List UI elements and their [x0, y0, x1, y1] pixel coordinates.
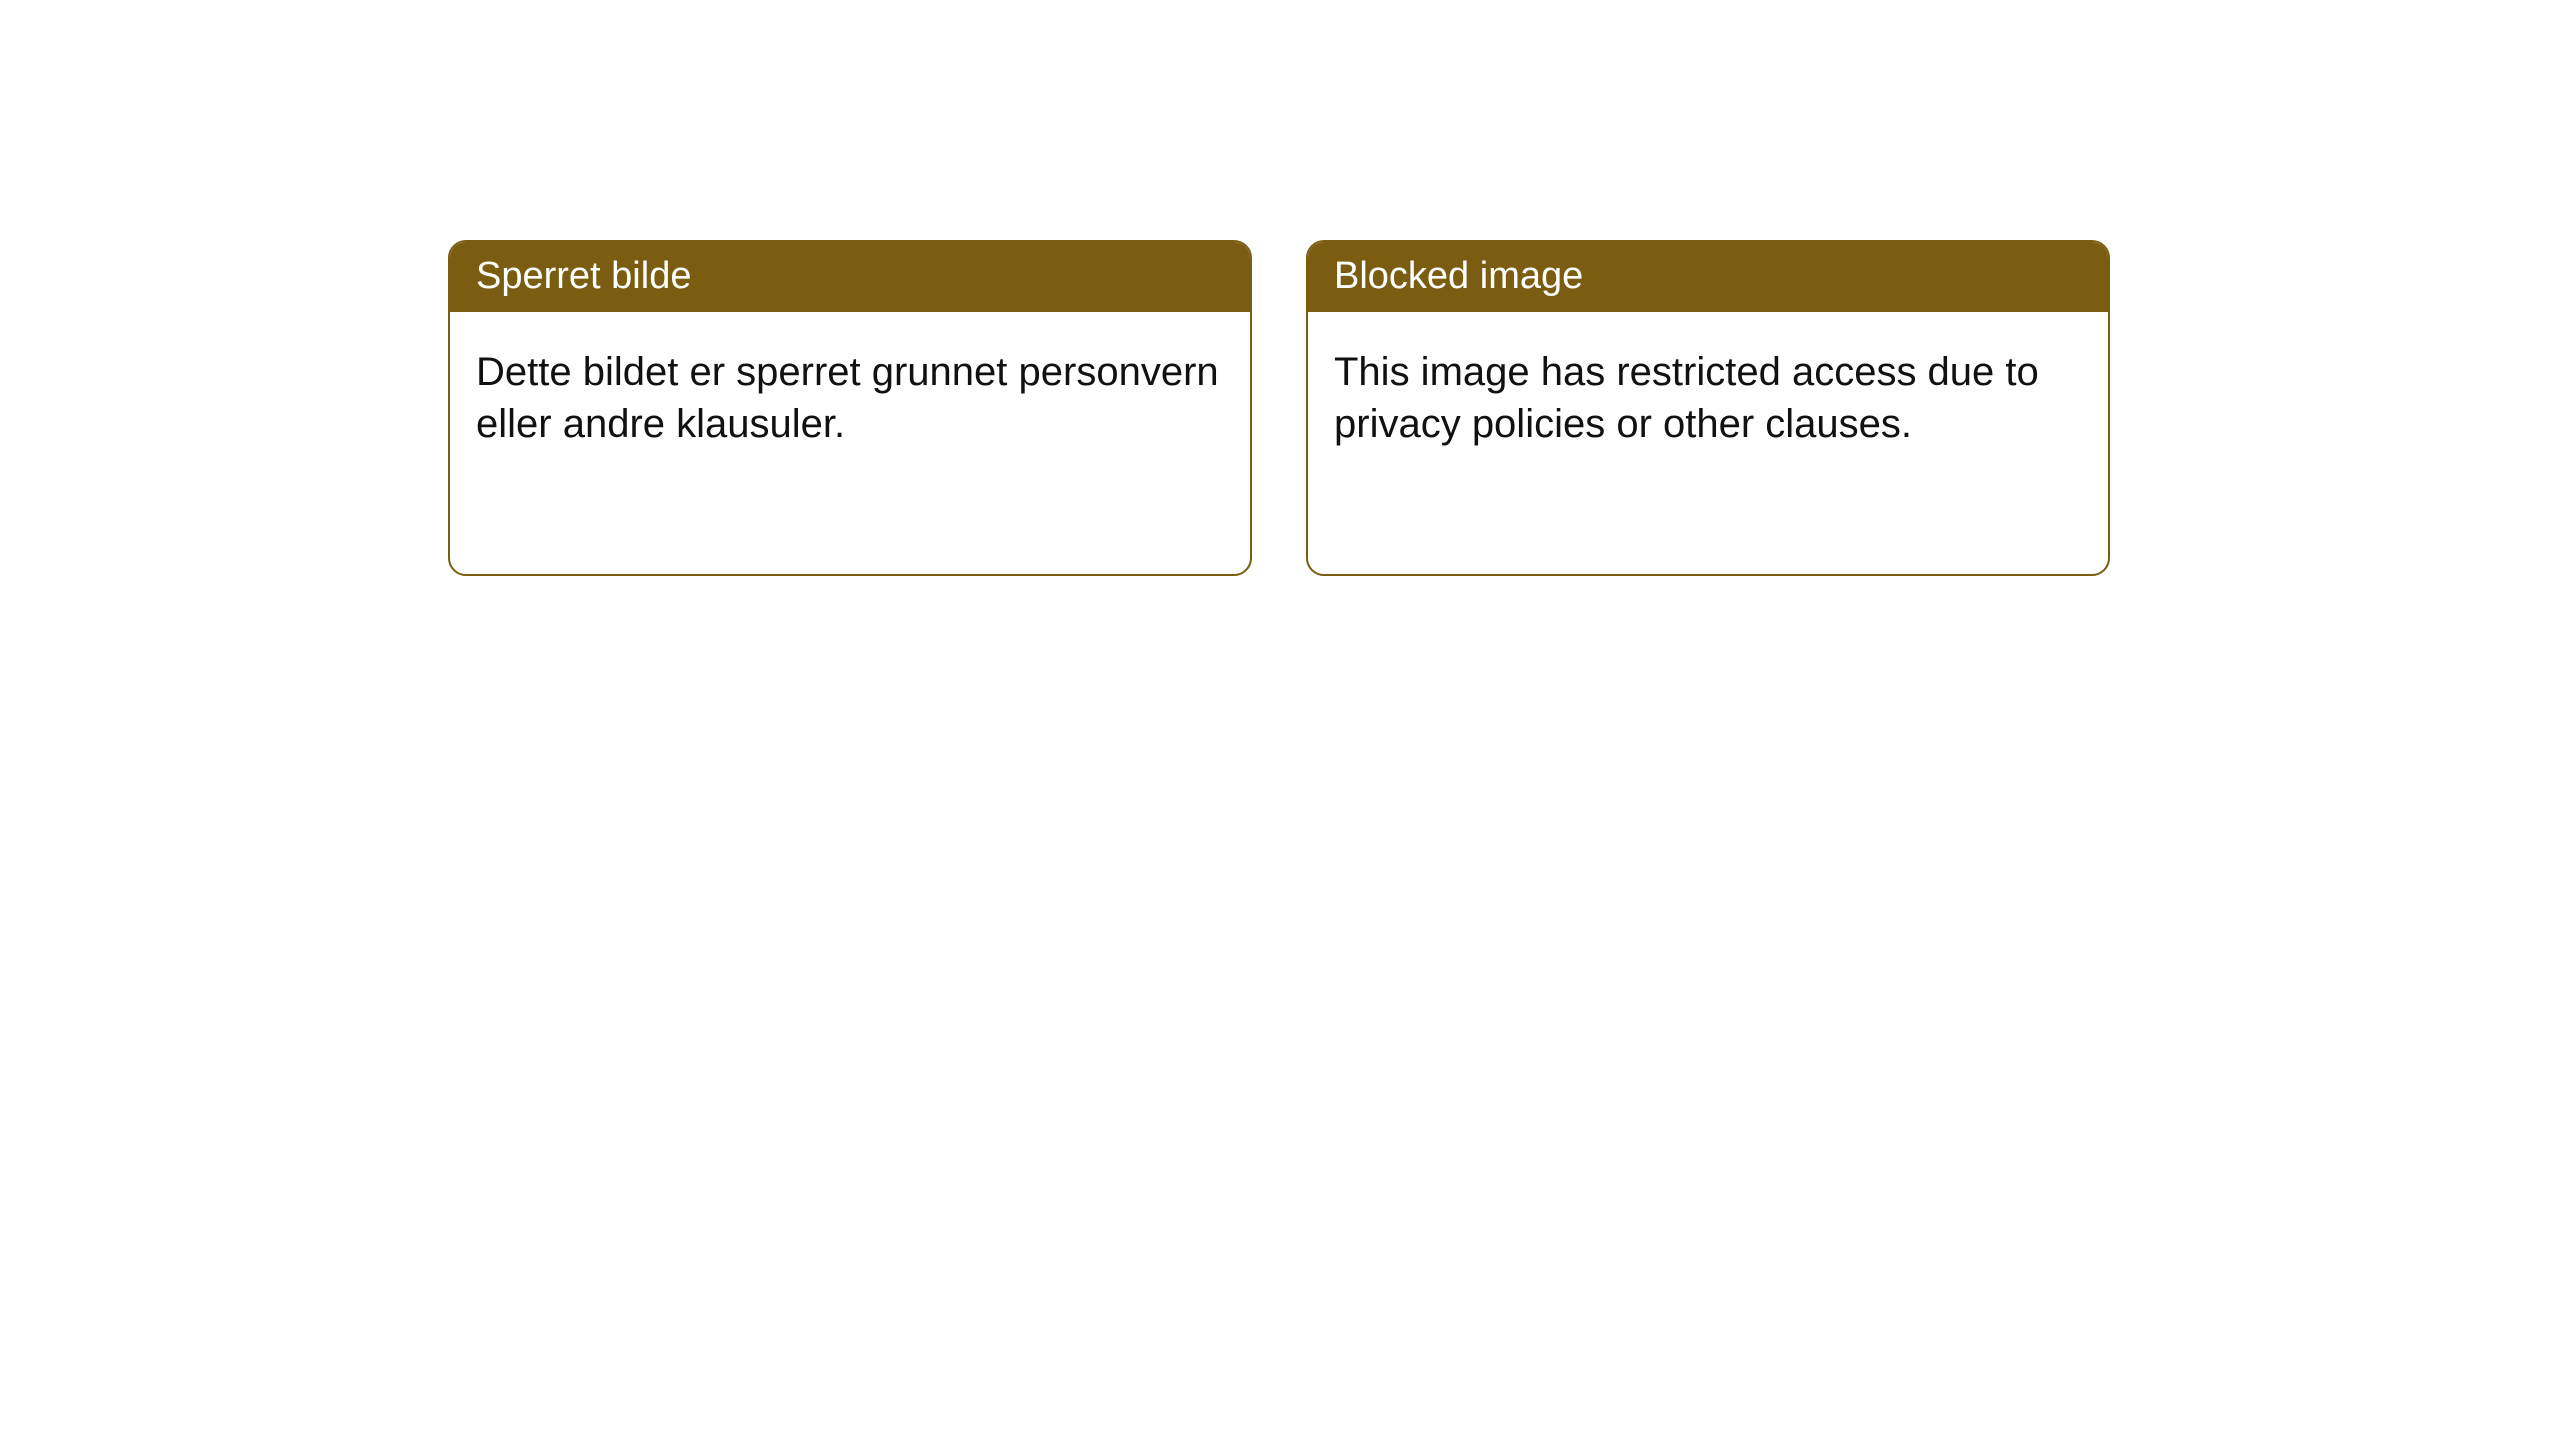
notice-card-english: Blocked image This image has restricted …	[1306, 240, 2110, 576]
notice-body-norwegian: Dette bildet er sperret grunnet personve…	[450, 312, 1250, 484]
notice-body-english: This image has restricted access due to …	[1308, 312, 2108, 484]
notice-header-english: Blocked image	[1308, 242, 2108, 312]
notice-card-norwegian: Sperret bilde Dette bildet er sperret gr…	[448, 240, 1252, 576]
notice-header-norwegian: Sperret bilde	[450, 242, 1250, 312]
notice-cards-container: Sperret bilde Dette bildet er sperret gr…	[0, 0, 2560, 576]
